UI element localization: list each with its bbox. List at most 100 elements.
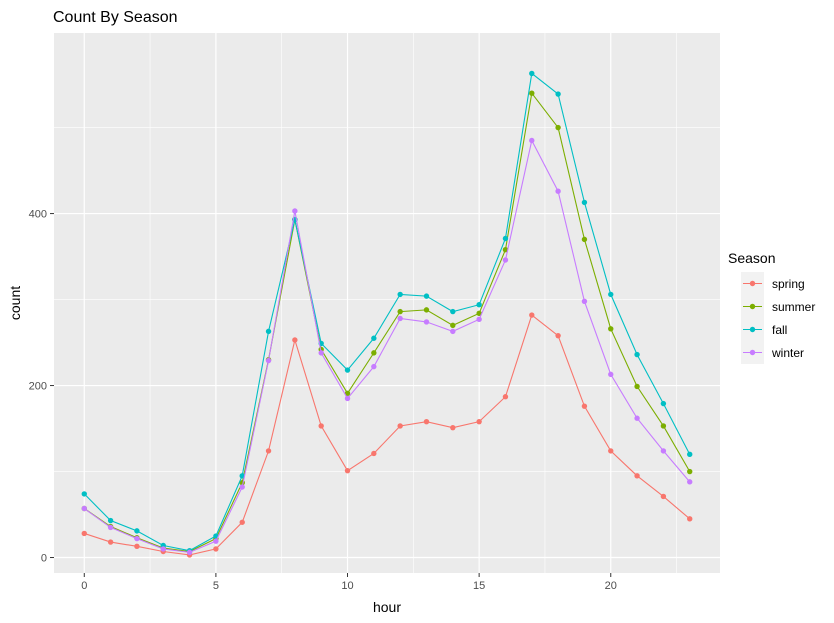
legend-item-spring: spring: [741, 272, 805, 295]
major-gridlines: [54, 33, 720, 573]
data-point-spring: [529, 312, 535, 318]
series-line-fall: [83, 72, 691, 552]
data-point-summer: [476, 310, 482, 317]
data-point-fall: [476, 302, 482, 308]
data-point-winter: [213, 538, 219, 544]
data-point-summer: [581, 236, 588, 243]
data-point-fall: [581, 199, 588, 206]
data-point-spring: [344, 467, 351, 474]
data-point-summer: [529, 90, 535, 96]
data-point-summer: [660, 423, 667, 429]
y-axis-ticks: 0 200 400: [29, 209, 54, 565]
data-point-summer: [687, 468, 693, 475]
data-point-winter: [581, 298, 588, 304]
data-point-winter: [476, 316, 482, 323]
data-point-fall: [81, 491, 87, 497]
data-point-spring: [134, 543, 140, 550]
data-point-summer: [423, 307, 430, 313]
data-point-winter: [502, 257, 509, 263]
data-point-fall: [555, 91, 561, 97]
data-point-spring: [81, 530, 87, 537]
data-point-spring: [660, 493, 667, 500]
data-point-spring: [318, 423, 324, 429]
data-point-winter: [239, 484, 245, 490]
legend-label: summer: [772, 300, 815, 314]
data-point-fall: [344, 367, 351, 373]
data-point-spring: [213, 546, 219, 552]
x-tick-label: 10: [341, 580, 353, 592]
x-axis-label: hour: [373, 599, 401, 615]
y-tick-label: 0: [41, 553, 47, 565]
data-point-fall: [239, 473, 245, 479]
data-point-fall: [371, 335, 377, 341]
data-point-winter: [344, 395, 351, 402]
legend: Season spring summer fall winter: [728, 250, 815, 364]
legend-item-summer: summer: [741, 295, 815, 318]
data-point-winter: [292, 208, 298, 214]
legend-title: Season: [728, 250, 775, 266]
x-axis-ticks: 0 5 10 15 20: [81, 573, 617, 592]
data-point-fall: [107, 517, 114, 524]
data-point-spring: [581, 403, 588, 409]
data-point-fall: [397, 291, 403, 298]
data-point-fall: [529, 70, 535, 77]
data-point-spring: [239, 519, 245, 525]
data-point-winter: [555, 188, 561, 194]
data-point-fall: [634, 351, 640, 358]
data-point-spring: [450, 424, 456, 431]
data-point-summer: [344, 390, 351, 396]
data-point-winter: [107, 524, 114, 531]
series-layer: [81, 70, 693, 558]
data-point-summer: [371, 350, 377, 356]
data-point-winter: [687, 479, 693, 485]
x-tick-label: 20: [605, 580, 617, 592]
y-tick-label: 200: [29, 381, 47, 393]
data-point-winter: [450, 328, 456, 335]
data-point-winter: [81, 505, 87, 512]
data-point-spring: [687, 516, 693, 522]
data-point-winter: [371, 363, 377, 370]
legend-label: fall: [772, 323, 787, 337]
data-point-spring: [397, 423, 403, 429]
legend-key-point: [749, 303, 756, 310]
data-point-winter: [634, 415, 640, 421]
y-tick-label: 400: [29, 209, 47, 221]
data-point-spring: [502, 394, 509, 400]
data-point-spring: [555, 332, 561, 339]
data-point-summer: [555, 124, 561, 131]
data-point-spring: [371, 450, 377, 457]
plot-panel: [54, 33, 720, 573]
data-point-summer: [450, 322, 456, 329]
data-point-summer: [608, 326, 614, 332]
series-line-summer: [83, 91, 691, 553]
data-point-spring: [634, 473, 640, 479]
data-point-summer: [634, 383, 640, 390]
legend-item-fall: fall: [741, 318, 787, 341]
data-point-summer: [397, 308, 403, 315]
data-point-winter: [397, 315, 403, 322]
data-point-winter: [160, 546, 166, 552]
data-point-spring: [292, 337, 298, 343]
legend-key-point: [749, 349, 756, 356]
data-point-winter: [608, 371, 614, 378]
series-fall: [81, 70, 693, 554]
legend-item-winter: winter: [741, 341, 804, 364]
x-tick-label: 15: [473, 580, 485, 592]
data-point-spring: [608, 448, 614, 454]
data-point-fall: [423, 293, 430, 299]
legend-label: winter: [771, 346, 804, 360]
data-point-winter: [529, 137, 535, 144]
data-point-fall: [502, 235, 509, 242]
data-point-winter: [660, 448, 667, 454]
y-axis-label: count: [7, 286, 23, 320]
data-point-fall: [608, 291, 614, 298]
data-point-fall: [660, 400, 667, 407]
data-point-fall: [134, 528, 140, 534]
series-winter: [81, 137, 693, 556]
minor-gridlines: [54, 33, 720, 573]
data-point-winter: [186, 549, 193, 556]
data-point-spring: [476, 418, 482, 425]
data-point-spring: [265, 448, 272, 454]
data-point-winter: [134, 535, 140, 542]
